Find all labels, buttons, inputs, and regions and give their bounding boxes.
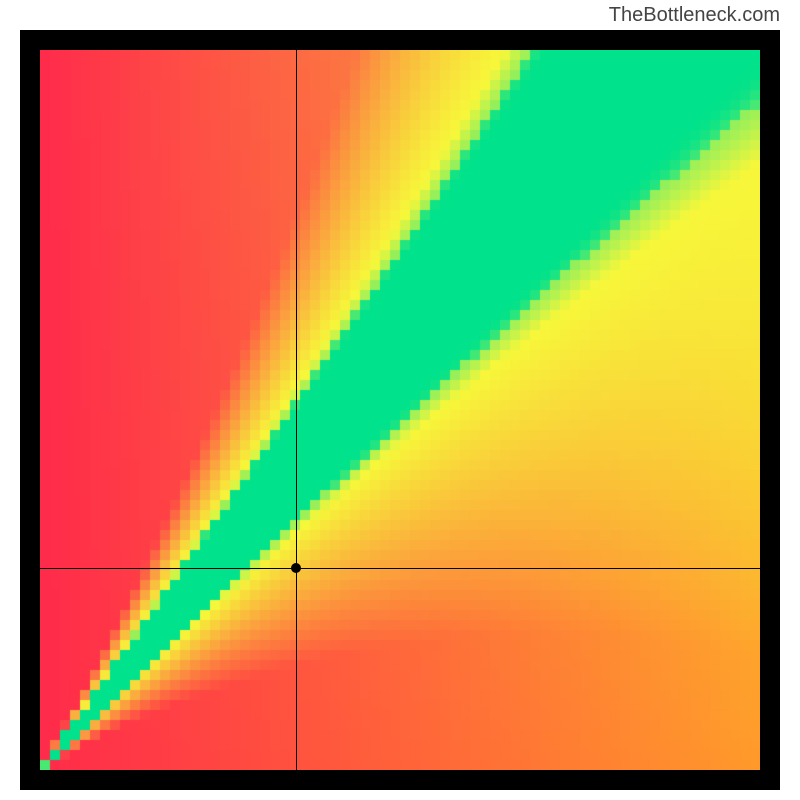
data-point	[291, 563, 301, 573]
crosshair-horizontal	[40, 568, 760, 569]
heatmap-canvas	[40, 50, 760, 770]
crosshair-vertical	[296, 50, 297, 770]
watermark-text: TheBottleneck.com	[609, 4, 780, 27]
chart-frame	[20, 30, 780, 790]
